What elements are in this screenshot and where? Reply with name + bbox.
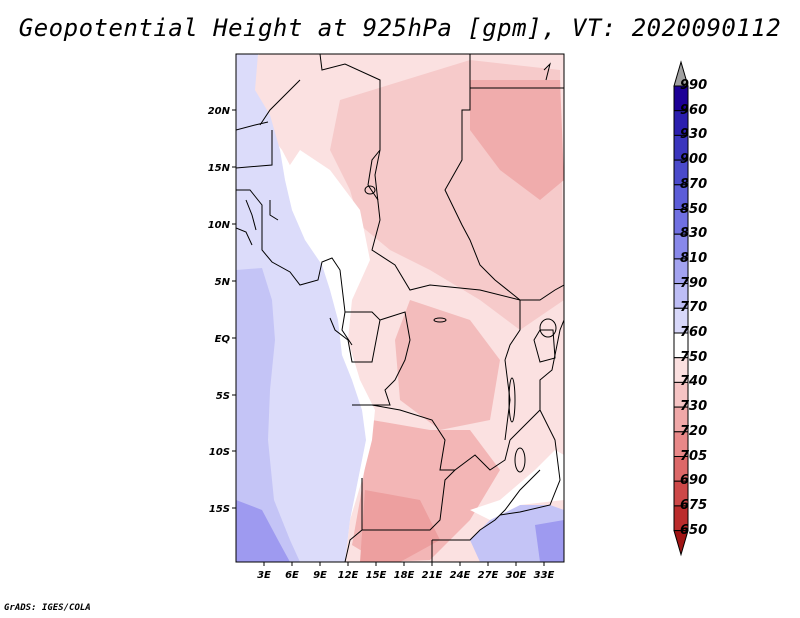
- pink-deep-north: [470, 80, 564, 200]
- lon-label: 21E: [422, 570, 443, 581]
- lon-axis: [263, 562, 545, 566]
- colorbar-level-label: 750: [680, 349, 708, 365]
- colorbar-level-label: 770: [680, 300, 708, 316]
- lon-label: 27E: [478, 570, 499, 581]
- colorbar-level-label: 760: [680, 325, 708, 340]
- colorbar-overflow-bottom: [673, 530, 689, 557]
- lon-label: 18E: [394, 570, 415, 581]
- colorbar-level-label: 990: [680, 78, 708, 93]
- colorbar: [673, 60, 689, 557]
- lon-label: 30E: [506, 570, 527, 581]
- colorbar-level-label: 650: [680, 522, 708, 538]
- lat-label: 10N: [208, 220, 231, 231]
- lat-label: 20N: [208, 106, 231, 117]
- ocean-deep: [236, 500, 290, 562]
- borders: [236, 54, 564, 562]
- colorbar-level-label: 690: [680, 473, 708, 489]
- lon-label: 12E: [338, 570, 359, 581]
- ocean-mid: [236, 268, 300, 562]
- colorbar-level-label: 830: [680, 226, 708, 242]
- pink-center: [395, 300, 500, 430]
- lat-labels: 20N 15N 10N 5N EQ 5S 10S 15S: [208, 106, 231, 515]
- colorbar-level-label: 720: [680, 423, 708, 439]
- lon-label: 24E: [450, 570, 471, 581]
- lat-label: 15N: [208, 163, 231, 174]
- colorbar-level-label: 870: [680, 176, 708, 192]
- lon-label: 15E: [366, 570, 387, 581]
- colorbar-level-label: 960: [680, 102, 708, 118]
- colorbar-level-label: 705: [680, 448, 708, 464]
- lat-axis: [232, 109, 236, 509]
- grads-credit: GrADS: IGES/COLA: [4, 603, 91, 613]
- se-white: [470, 450, 564, 520]
- lon-label: 3E: [257, 570, 271, 581]
- lakes: [364, 185, 557, 473]
- ocean-light: [236, 54, 366, 562]
- colorbar-level-label: 930: [680, 127, 708, 143]
- colorbar-level-label: 740: [680, 374, 708, 390]
- lon-label: 9E: [313, 570, 327, 581]
- lon-label: 6E: [285, 570, 299, 581]
- colorbar-level-label: 810: [680, 250, 708, 266]
- colorbar-level-label: 730: [680, 399, 708, 415]
- chart-title: Geopotential Height at 925hPa [gpm], VT:…: [18, 14, 782, 42]
- lat-label: 5N: [215, 277, 231, 288]
- map-frame: [235, 53, 565, 563]
- se-deep: [535, 520, 564, 562]
- lat-label: 5S: [216, 391, 230, 402]
- map-field: [236, 54, 564, 562]
- lat-label: EQ: [215, 334, 231, 345]
- lon-label: 33E: [534, 570, 555, 581]
- lat-label: 10S: [209, 447, 230, 458]
- colorbar-level-label: 790: [680, 275, 708, 291]
- colorbar-level-label: 675: [680, 497, 708, 513]
- colorbar-level-label: 900: [680, 152, 708, 168]
- lat-label: 15S: [209, 504, 230, 515]
- lon-labels: 3E 6E 9E 12E 15E 18E 21E 24E 27E 30E 33E: [257, 570, 554, 581]
- colorbar-level-label: 850: [680, 201, 708, 217]
- pink-south-deep: [360, 490, 440, 562]
